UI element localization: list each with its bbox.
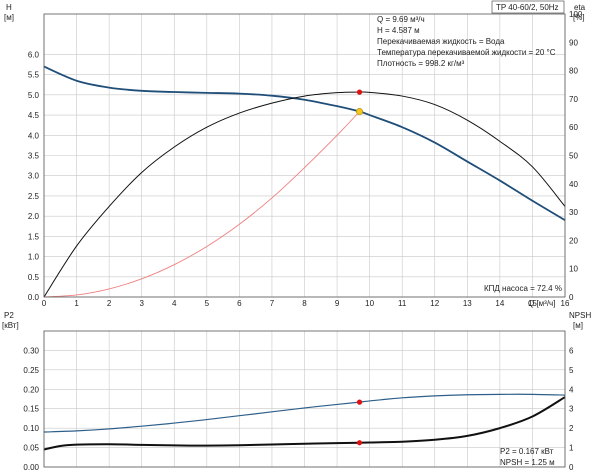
top-y-tick-label: 0.5 [28, 273, 40, 282]
x-tick-label: 1 [74, 299, 79, 308]
bottom-y-tick-label: 0.00 [23, 463, 39, 472]
npsh-curve [43, 396, 566, 451]
x-tick-label: 16 [561, 299, 570, 308]
top-y2-tick-label: 50 [569, 152, 578, 161]
top-y-tick-label: 6.0 [28, 50, 40, 59]
bottom-y2-tick-label: 4 [569, 385, 574, 394]
x-tick-label: 0 [42, 299, 47, 308]
tick-labels: 0 1 2 3 4 5 6 7 8 9 10 11 12 13 14 15 160.00.51.01.52.02… [23, 10, 582, 472]
info-temperature: Температура перекачиваемой жидкости = 20… [377, 48, 556, 57]
top-y2-tick-label: 40 [569, 180, 578, 189]
x-tick-label: 11 [398, 299, 407, 308]
bottom-ylabel-line1: P2 [4, 311, 14, 320]
bottom-ylabel-line2: [кВт] [2, 321, 19, 330]
model-title-box [491, 0, 565, 14]
top-y-tick-label: 5.0 [28, 91, 40, 100]
bottom-y2label-line1: NPSH [569, 311, 591, 320]
info-liquid: Перекачиваемая жидкость = Вода [377, 37, 505, 46]
bottom-y-tick-label: 0.15 [23, 405, 39, 414]
top-y-tick-label: 3.0 [28, 172, 40, 181]
operating-point-marker [356, 89, 363, 95]
p2-annotation: P2 = 0.167 кВт [500, 447, 554, 456]
top-y2-tick-label: 0 [569, 293, 574, 302]
x-tick-label: 7 [270, 299, 275, 308]
top-y2-tick-label: 90 [569, 38, 578, 47]
operating-point-marker [356, 440, 363, 446]
npsh-annotation: NPSH = 1.25 м [500, 458, 555, 467]
x-tick-label: 5 [205, 299, 210, 308]
top-y2-tick-label: 80 [569, 67, 578, 76]
bottom-grid [43, 331, 566, 468]
top-y-tick-label: 2.0 [28, 212, 40, 221]
operating-points [356, 89, 364, 446]
top-y2-tick-label: 30 [569, 208, 578, 217]
x-tick-label: 4 [172, 299, 177, 308]
x-tick-label: 14 [495, 299, 504, 308]
top-y2label-line1: eta [574, 3, 586, 12]
bottom-y-tick-label: 0.30 [23, 346, 39, 355]
bottom-y2label-line2: [м] [573, 321, 583, 330]
top-y2-tick-label: 20 [569, 236, 578, 245]
bottom-y2-tick-label: 5 [569, 366, 574, 375]
x-tick-label: 3 [139, 299, 144, 308]
top-y2-tick-label: 60 [569, 123, 578, 132]
top-y-tick-label: 4.5 [28, 111, 40, 120]
top-y2label-line2: [%] [573, 13, 585, 22]
x-tick-label: 12 [430, 299, 439, 308]
operating-point-marker [356, 108, 364, 116]
efficiency-curve [43, 91, 566, 298]
top-y2-tick-label: 100 [569, 10, 583, 19]
top-y2-tick-label: 10 [569, 265, 578, 274]
top-ylabel-line2: [м] [4, 13, 14, 22]
x-tick-label: 9 [335, 299, 340, 308]
bottom-plot-frame [43, 330, 566, 468]
top-y-tick-label: 1.5 [28, 232, 40, 241]
power-p2-curve [43, 393, 566, 433]
top-y2-tick-label: 70 [569, 95, 578, 104]
x-tick-label: 6 [237, 299, 242, 308]
top-plot-frame [43, 13, 566, 298]
info-h: H = 4.587 м [377, 26, 420, 35]
head-curve [43, 65, 566, 221]
efficiency-annotation: КПД насоса = 72.4 % [484, 284, 562, 293]
system-curve [43, 111, 360, 298]
x-tick-label: 13 [463, 299, 472, 308]
top-y-tick-label: 4.0 [28, 131, 40, 140]
bottom-y-tick-label: 0.25 [23, 366, 39, 375]
series-lines [43, 65, 566, 451]
operating-info: Q = 9.69 м³/ч H = 4.587 м Перекачиваемая… [377, 15, 556, 68]
bottom-y-tick-label: 0.10 [23, 424, 39, 433]
top-y-tick-label: 3.5 [28, 152, 40, 161]
bottom-y2-tick-label: 3 [569, 405, 574, 414]
top-y-tick-label: 0.0 [28, 293, 40, 302]
bottom-y-tick-label: 0.20 [23, 385, 39, 394]
bottom-y2-tick-label: 0 [569, 463, 574, 472]
info-density: Плотность = 998.2 кг/м³ [377, 59, 465, 68]
top-y-tick-label: 1.0 [28, 253, 40, 262]
bottom-y2-tick-label: 6 [569, 346, 574, 355]
info-q: Q = 9.69 м³/ч [377, 15, 425, 24]
top-xlabel: Q [м³/ч] [528, 299, 555, 308]
x-tick-label: 10 [365, 299, 374, 308]
top-ylabel-line1: H [6, 3, 12, 12]
x-tick-label: 8 [302, 299, 307, 308]
bottom-y2-tick-label: 2 [569, 424, 574, 433]
top-y-tick-label: 5.5 [28, 71, 40, 80]
model-title: TP 40-60/2, 50Hz [496, 3, 559, 12]
x-tick-label: 2 [107, 299, 112, 308]
top-y-tick-label: 2.5 [28, 192, 40, 201]
operating-point-marker [356, 399, 363, 405]
x-tick-label: 15 [528, 299, 537, 308]
bottom-y-tick-label: 0.05 [23, 444, 39, 453]
bottom-y2-tick-label: 1 [569, 444, 574, 453]
